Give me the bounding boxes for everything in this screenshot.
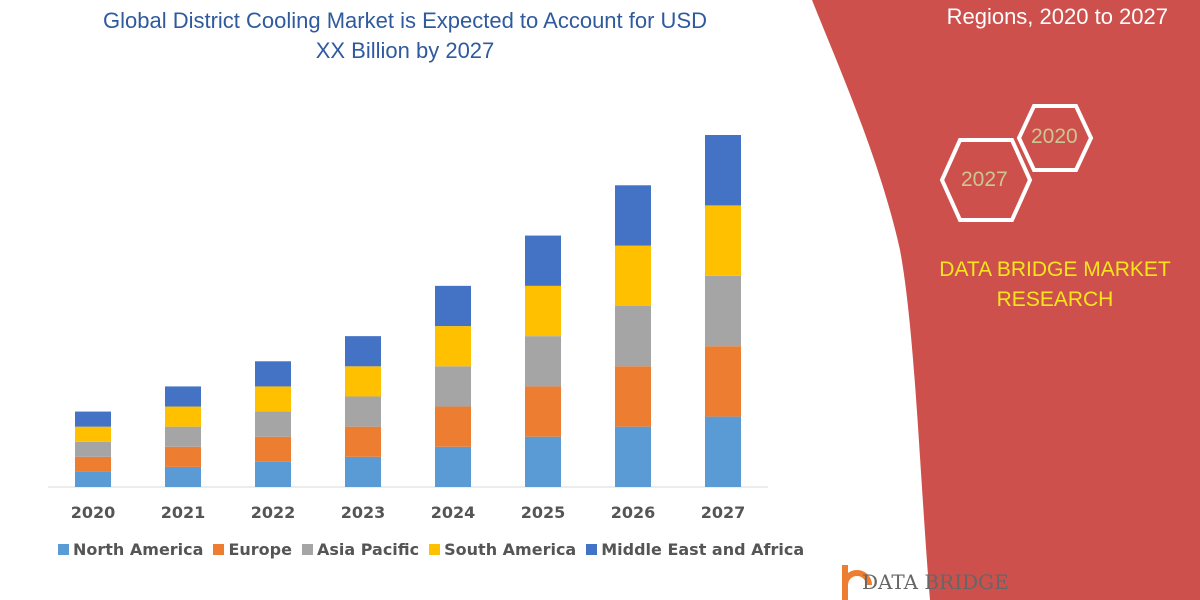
bar-segment-2023-3 — [345, 366, 381, 397]
bar-segment-2024-2 — [435, 366, 471, 407]
red-side-panel — [812, 0, 1200, 600]
x-tick-label: 2026 — [610, 503, 656, 522]
brand-line-1: DATA BRIDGE MARKET — [939, 258, 1171, 281]
legend: North America Europe Asia Pacific South Ame… — [58, 540, 804, 559]
legend-item: Europe — [213, 540, 292, 559]
regions-text: Regions, 2020 to 2027 — [946, 4, 1168, 29]
bar-segment-2027-4 — [705, 135, 741, 206]
legend-label: South America — [444, 540, 577, 559]
bar-segment-2021-3 — [165, 406, 201, 427]
brand-text: DATA BRIDGE MARKET RESEARCH — [920, 255, 1190, 315]
legend-item: South America — [429, 540, 576, 559]
x-tick-label: 2020 — [70, 503, 116, 522]
bar-segment-2027-2 — [705, 275, 741, 347]
legend-item: North America — [58, 540, 203, 559]
legend-label: Middle East and Africa — [601, 540, 805, 559]
bar-segment-2021-4 — [165, 386, 201, 407]
bar-segment-2026-0 — [615, 426, 651, 487]
bar-segment-2020-4 — [75, 411, 111, 427]
bar-segment-2021-0 — [165, 466, 201, 487]
bar-segment-2024-0 — [435, 446, 471, 487]
footer-logo-icon — [842, 565, 872, 600]
bar-segment-2022-1 — [255, 436, 291, 462]
bar-segment-2023-4 — [345, 336, 381, 367]
bar-segment-2026-2 — [615, 305, 651, 367]
bar-segment-2022-0 — [255, 461, 291, 487]
brand-line-2: RESEARCH — [996, 288, 1114, 311]
x-tick-label: 2024 — [430, 503, 476, 522]
legend-label: Europe — [228, 540, 292, 559]
bar-segment-2020-3 — [75, 426, 111, 442]
bar-segment-2021-2 — [165, 426, 201, 447]
legend-item: Middle East and Africa — [586, 540, 804, 559]
bar-segment-2022-2 — [255, 411, 291, 437]
bar-segment-2025-1 — [525, 386, 561, 437]
bar-segment-2024-1 — [435, 406, 471, 447]
footer-logo-text: DATA BRIDGE — [862, 570, 1009, 594]
bar-segment-2026-4 — [615, 185, 651, 246]
legend-swatch — [586, 544, 598, 555]
bar-segment-2026-1 — [615, 366, 651, 427]
legend-label: Asia Pacific — [316, 540, 420, 559]
x-tick-label: 2021 — [160, 503, 206, 522]
bar-segment-2022-3 — [255, 386, 291, 412]
hexagon-2027 — [939, 138, 1033, 222]
bar-segment-2027-3 — [705, 205, 741, 276]
bar-segment-2026-3 — [615, 245, 651, 306]
bar-segment-2025-2 — [525, 336, 561, 387]
x-tick-label: 2022 — [250, 503, 296, 522]
legend-item: Asia Pacific — [301, 540, 420, 559]
bar-segment-2024-4 — [435, 285, 471, 327]
bar-segment-2021-1 — [165, 446, 201, 467]
bar-segment-2027-0 — [705, 416, 741, 487]
title-line-1: Global District Cooling Market is Expect… — [102, 8, 708, 33]
bars-group — [75, 135, 741, 487]
chart-title: Global District Cooling Market is Expect… — [40, 6, 770, 66]
x-tick-label: 2025 — [520, 503, 566, 522]
bar-segment-2022-4 — [255, 361, 291, 387]
bar-segment-2027-1 — [705, 346, 741, 417]
bar-segment-2020-1 — [75, 456, 111, 472]
bar-segment-2025-0 — [525, 436, 561, 487]
x-tick-label: 2027 — [700, 503, 746, 522]
bar-segment-2024-3 — [435, 326, 471, 367]
hexagon-2020 — [1016, 104, 1094, 172]
bar-segment-2025-4 — [525, 235, 561, 286]
hex-label-2020: 2020 — [1031, 125, 1078, 148]
title-line-2: XX Billion by 2027 — [315, 38, 495, 63]
legend-swatch — [213, 544, 225, 555]
bar-segment-2023-0 — [345, 456, 381, 487]
x-tick-label: 2023 — [340, 503, 386, 522]
bar-segment-2023-1 — [345, 426, 381, 457]
hex-label-2027: 2027 — [961, 168, 1008, 191]
bar-segment-2025-3 — [525, 285, 561, 337]
legend-swatch — [58, 544, 69, 555]
legend-swatch — [301, 544, 313, 555]
legend-label: North America — [73, 540, 204, 559]
bar-segment-2020-0 — [75, 471, 111, 487]
bar-segment-2023-2 — [345, 396, 381, 427]
legend-swatch — [429, 544, 441, 555]
bar-segment-2020-2 — [75, 441, 111, 457]
